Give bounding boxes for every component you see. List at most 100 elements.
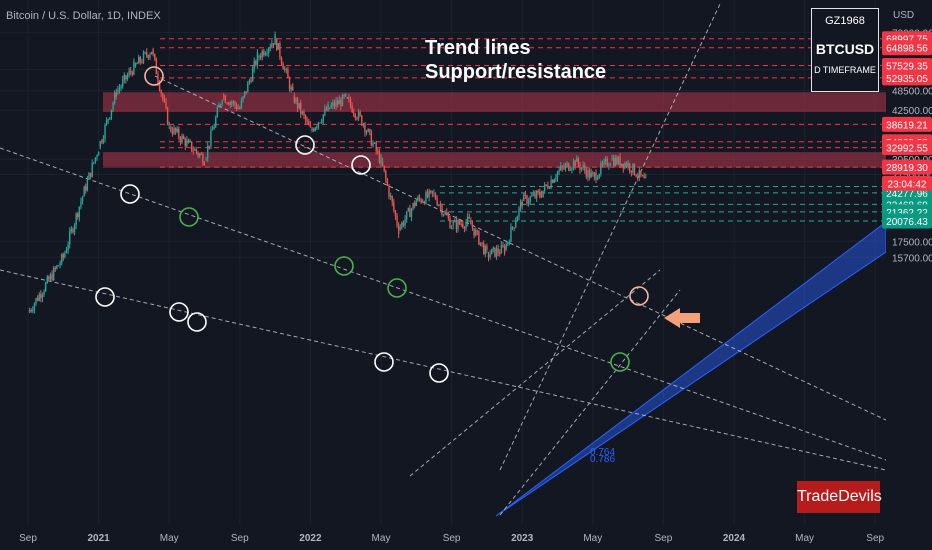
candle-body [194, 149, 196, 151]
candle-body [138, 56, 140, 64]
candle-body [515, 221, 517, 228]
candle-body [353, 112, 355, 115]
touch-circle [387, 278, 407, 298]
candle-body [645, 177, 647, 179]
candle-body [56, 265, 58, 269]
candle-body [482, 243, 485, 254]
candle-body [327, 103, 329, 111]
candle-body [189, 140, 191, 142]
candle-body [523, 194, 525, 201]
candle-body [163, 98, 166, 102]
trend-line [154, 75, 887, 421]
candle-body [415, 201, 417, 206]
candle-body [495, 248, 498, 257]
time-tick-label: 2022 [299, 533, 322, 544]
candle-body [245, 91, 247, 93]
currency-label[interactable]: USD [893, 10, 915, 21]
candle-body [531, 195, 533, 197]
candle-body [641, 175, 644, 177]
candle-body [447, 215, 450, 219]
candle-body [378, 151, 381, 163]
candle-body [277, 43, 280, 50]
candle-body [580, 167, 583, 170]
candle-body [255, 60, 257, 65]
candle-body [215, 117, 217, 127]
candle-body [611, 158, 613, 160]
candle-body [203, 163, 206, 166]
candle-body [627, 162, 629, 167]
candle-body [500, 245, 503, 254]
candle-body [532, 193, 535, 196]
candle-body [325, 108, 328, 111]
candle-body [300, 103, 302, 114]
candle-body [324, 108, 326, 115]
candle-body [396, 216, 398, 226]
candle-body [446, 212, 448, 216]
candle-body [298, 103, 300, 109]
candle-body [606, 159, 608, 167]
candle-body [104, 124, 106, 139]
time-tick-label: May [372, 533, 391, 544]
candle-body [179, 137, 182, 142]
candle-body [48, 276, 50, 280]
candle-body [385, 170, 387, 180]
candle-body [78, 206, 81, 218]
time-tick-label: Sep [655, 533, 673, 544]
resistance-tag-bg [882, 140, 932, 156]
time-axis[interactable]: Sep 2021 May Sep 2022 May Sep 2023 May Sep 2024 May… [0, 524, 932, 550]
candle-body [271, 43, 273, 47]
candle-body [96, 155, 98, 158]
candle-body [226, 102, 228, 104]
candle-body [422, 201, 424, 203]
candle-body [529, 196, 531, 202]
candle-body [407, 208, 409, 212]
candle-body [600, 163, 602, 175]
candle-body [394, 210, 397, 217]
candle-body [478, 231, 480, 245]
time-tick-label: May [795, 533, 814, 544]
candle-body [142, 52, 145, 63]
candle-body [205, 158, 207, 160]
resistance-tag-bg [882, 159, 932, 175]
candle-body [141, 61, 143, 63]
candle-body [563, 167, 565, 169]
candle-body [91, 163, 93, 177]
candle-body [561, 166, 564, 168]
candle-body [576, 158, 578, 162]
candle-body [465, 222, 467, 229]
candle-body [430, 190, 432, 192]
candle-body [486, 245, 488, 250]
candle-body [409, 208, 411, 218]
price-axis[interactable]: 72000.0056000.0048500.0042500.0030500.00… [882, 0, 932, 524]
candle-body [314, 127, 316, 131]
candle-body [622, 163, 624, 169]
candle-body [304, 115, 307, 121]
candle-body [614, 157, 616, 166]
time-tick-label: May [583, 533, 602, 544]
candle-body [272, 43, 275, 45]
candle-body [372, 143, 374, 146]
candle-body [638, 170, 641, 177]
candle-body [612, 158, 615, 166]
trend-line [499, 289, 681, 516]
arrow-shape [664, 308, 700, 328]
candle-body [428, 190, 430, 198]
candle-body [133, 61, 135, 75]
candle-body [35, 298, 37, 304]
candle-body [256, 52, 259, 65]
candle-body [312, 129, 315, 131]
candle-body [330, 105, 332, 108]
axis-bg [886, 0, 932, 524]
candle-body [625, 163, 628, 167]
candle-body [643, 175, 645, 178]
candle-body [633, 163, 636, 175]
candle-body [386, 179, 389, 186]
candle-body [263, 50, 265, 56]
candle-body [635, 174, 637, 177]
pair-label: BTCUSD [815, 41, 875, 57]
candle-body [97, 151, 100, 156]
candle-body [584, 165, 586, 171]
candle-body [598, 174, 600, 178]
resistance-tag: 38619.21 [886, 120, 928, 131]
candle-body [227, 103, 230, 105]
